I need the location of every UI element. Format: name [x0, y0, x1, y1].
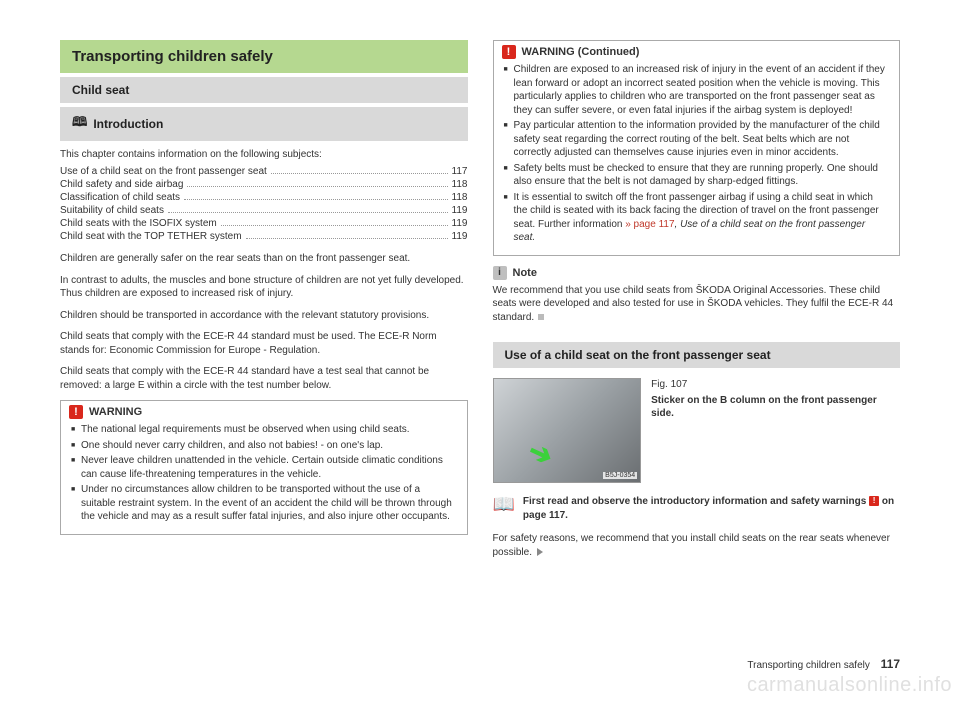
paragraph: For safety reasons, we recommend that yo… [493, 532, 901, 559]
toc-leader [221, 225, 448, 226]
paragraph: In contrast to adults, the muscles and b… [60, 274, 468, 301]
page-link[interactable]: » page 117 [625, 219, 674, 230]
section-title-sub: Child seat [60, 77, 468, 103]
info-icon: i [493, 266, 507, 280]
table-of-contents: Use of a child seat on the front passeng… [60, 166, 468, 242]
note-body: We recommend that you use child seats fr… [493, 284, 901, 333]
warning-body: Children are exposed to an increased ris… [494, 61, 900, 255]
intro-text: This chapter contains information on the… [60, 149, 468, 160]
bottom-text: For safety reasons, we recommend that yo… [493, 533, 890, 558]
continue-triangle-icon [537, 548, 543, 556]
read-first-text: First read and observe the introductory … [523, 495, 900, 522]
toc-row: Classification of child seats 118 [60, 192, 468, 203]
paragraph: Children should be transported in accord… [60, 309, 468, 323]
toc-page: 117 [452, 166, 468, 177]
toc-page: 118 [452, 179, 468, 190]
intro-label: Introduction [93, 117, 163, 131]
paragraph: Child seats that comply with the ECE-R 4… [60, 365, 468, 392]
warning-box: ! WARNING The national legal requirement… [60, 400, 468, 535]
toc-row: Child seats with the ISOFIX system 119 [60, 218, 468, 229]
toc-row: Child seat with the TOP TETHER system 11… [60, 231, 468, 242]
watermark: carmanualsonline.info [747, 674, 952, 697]
end-square-icon [538, 314, 544, 320]
toc-leader [184, 199, 447, 200]
warning-body: The national legal requirements must be … [61, 421, 467, 534]
toc-leader [271, 173, 448, 174]
toc-page: 119 [452, 218, 468, 229]
toc-row: Child safety and side airbag 118 [60, 179, 468, 190]
read-first-pre: First read and observe the introductory … [523, 496, 869, 507]
warning-heading: ! WARNING [61, 401, 467, 421]
toc-page: 119 [452, 205, 468, 216]
figure-caption: Fig. 107 Sticker on the B column on the … [651, 378, 900, 483]
warning-icon: ! [502, 45, 516, 59]
warning-item: Under no circumstances allow children to… [71, 483, 457, 524]
note-title: Note [513, 267, 537, 279]
warning-item: It is essential to switch off the front … [504, 191, 890, 245]
note-block: i Note We recommend that you use child s… [493, 266, 901, 333]
note-text: We recommend that you use child seats fr… [493, 285, 894, 323]
warning-icon: ! [69, 405, 83, 419]
footer-label: Transporting children safely [747, 660, 869, 671]
warning-item: Children are exposed to an increased ris… [504, 63, 890, 117]
warning-heading: ! WARNING (Continued) [494, 41, 900, 61]
toc-label: Child safety and side airbag [60, 179, 183, 190]
manual-page: Transporting children safely Child seat … [0, 0, 960, 597]
arrow-icon: ➔ [523, 434, 558, 474]
paragraph: Children are generally safer on the rear… [60, 252, 468, 266]
toc-row: Use of a child seat on the front passeng… [60, 166, 468, 177]
section-heading: Use of a child seat on the front passeng… [493, 342, 901, 368]
toc-leader [168, 212, 448, 213]
right-column: ! WARNING (Continued) Children are expos… [493, 40, 901, 567]
figure-tag: B5J-0354 [603, 472, 637, 479]
section-title-main: Transporting children safely [60, 40, 468, 73]
warning-item: The national legal requirements must be … [71, 423, 457, 437]
toc-page: 118 [452, 192, 468, 203]
figure-image: ➔ B5J-0354 [493, 378, 642, 483]
toc-leader [246, 238, 448, 239]
warning-continued-box: ! WARNING (Continued) Children are expos… [493, 40, 901, 256]
warning-item: Safety belts must be checked to ensure t… [504, 162, 890, 189]
warning-item: Pay particular attention to the informat… [504, 119, 890, 160]
warning-item: Never leave children unattended in the v… [71, 454, 457, 481]
inline-warning-icon: ! [869, 496, 879, 506]
read-first-notice: 📖 First read and observe the introductor… [493, 495, 901, 522]
warning-item: One should never carry children, and als… [71, 439, 457, 453]
toc-label: Suitability of child seats [60, 205, 164, 216]
toc-leader [187, 186, 447, 187]
note-heading: i Note [493, 266, 901, 280]
toc-page: 119 [452, 231, 468, 242]
warning-cont-title: WARNING (Continued) [522, 46, 640, 58]
toc-label: Child seat with the TOP TETHER system [60, 231, 242, 242]
open-book-icon: 📖 [493, 495, 515, 522]
figure-number: Fig. 107 [651, 378, 900, 392]
footer-page-number: 117 [881, 657, 900, 671]
toc-row: Suitability of child seats 119 [60, 205, 468, 216]
toc-label: Child seats with the ISOFIX system [60, 218, 217, 229]
book-icon: 🕮 [72, 113, 87, 135]
warning-title: WARNING [89, 406, 142, 418]
section-title-intro: 🕮 Introduction [60, 107, 468, 141]
toc-label: Use of a child seat on the front passeng… [60, 166, 267, 177]
paragraph: Child seats that comply with the ECE-R 4… [60, 330, 468, 357]
left-column: Transporting children safely Child seat … [60, 40, 468, 567]
figure-caption-text: Sticker on the B column on the front pas… [651, 395, 877, 420]
page-footer: Transporting children safely 117 [747, 657, 900, 671]
figure-row: ➔ B5J-0354 Fig. 107 Sticker on the B col… [493, 378, 901, 483]
toc-label: Classification of child seats [60, 192, 180, 203]
